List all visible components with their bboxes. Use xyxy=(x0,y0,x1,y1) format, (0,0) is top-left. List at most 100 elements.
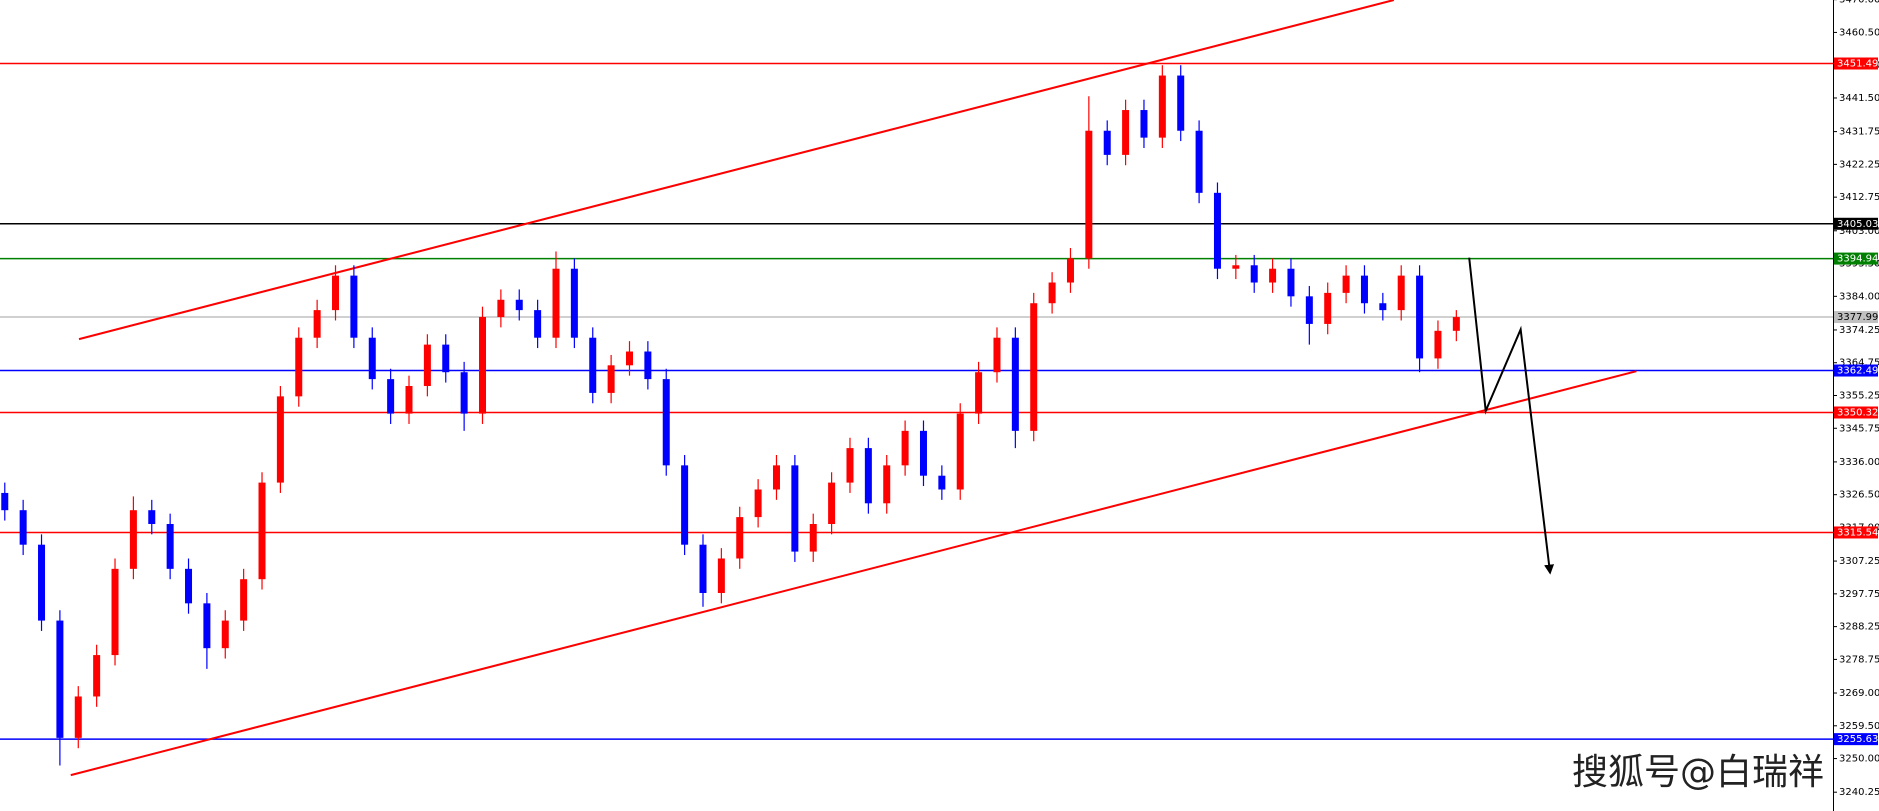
candle-body xyxy=(1269,268,1277,283)
level-label: 3315.54 xyxy=(1837,527,1878,538)
candle-body xyxy=(221,620,229,649)
candle-body xyxy=(350,275,358,338)
candle-body xyxy=(1122,110,1130,155)
candle-body xyxy=(1,492,9,511)
level-label-box xyxy=(1834,733,1878,746)
candle-body xyxy=(129,510,137,569)
y-tick-label: 3431.75 xyxy=(1839,127,1879,138)
candle-body xyxy=(258,482,266,580)
y-tick-label: 3250.00 xyxy=(1839,754,1879,765)
candle-body xyxy=(1158,75,1166,138)
level-label: 3451.49 xyxy=(1837,59,1878,70)
level-label-box xyxy=(1834,406,1878,419)
candle-body xyxy=(368,337,376,380)
y-tick-label: 3336.00 xyxy=(1839,457,1879,468)
candle-body xyxy=(313,310,321,338)
candle-body xyxy=(332,275,340,311)
candle-body xyxy=(534,310,542,338)
candle-body xyxy=(975,372,983,414)
candle-body xyxy=(1250,265,1258,283)
trend-line xyxy=(70,370,1637,777)
candle-body xyxy=(38,544,46,621)
candle-body xyxy=(589,337,597,393)
level-label: 3362.49 xyxy=(1837,366,1878,377)
candle-body xyxy=(56,620,64,738)
y-tick-label: 3470.00 xyxy=(1839,0,1879,6)
candle-body xyxy=(295,337,303,397)
candle-body xyxy=(662,379,670,466)
candle-body xyxy=(864,448,872,504)
level-label-box xyxy=(1834,252,1878,265)
candle-body xyxy=(111,568,119,656)
candle-body xyxy=(423,344,431,387)
candle-body xyxy=(828,482,836,524)
y-tick-label: 3297.75 xyxy=(1839,589,1879,600)
candle-body xyxy=(644,351,652,380)
candle-body xyxy=(1360,275,1368,304)
candle-body xyxy=(901,430,909,466)
candle-body xyxy=(607,365,615,393)
y-tick-label: 3355.25 xyxy=(1839,390,1879,401)
candle-body xyxy=(166,523,174,569)
y-tick-label: 3403.00 xyxy=(1839,226,1879,237)
candle-body xyxy=(185,568,193,604)
y-tick-label: 3278.75 xyxy=(1839,654,1879,665)
candle-body xyxy=(791,465,799,552)
candle-body xyxy=(74,696,82,738)
y-tick-label: 3364.75 xyxy=(1839,358,1879,369)
candle-body xyxy=(1434,330,1442,359)
y-tick-label: 3460.50 xyxy=(1839,27,1879,38)
candle-body xyxy=(736,517,744,559)
candle-body xyxy=(754,489,762,518)
y-tick-label: 3307.25 xyxy=(1839,556,1879,567)
candle-body xyxy=(1416,275,1424,359)
candle-body xyxy=(497,299,505,318)
candle-body xyxy=(1287,268,1295,297)
candle-body xyxy=(405,386,413,414)
level-label: 3255.63 xyxy=(1837,734,1878,745)
level-label: 3377.99 xyxy=(1837,312,1878,323)
candle-body xyxy=(1305,296,1313,324)
y-tick-label: 3288.25 xyxy=(1839,622,1879,633)
candle-body xyxy=(1213,192,1221,269)
candle-body xyxy=(1452,317,1460,331)
candle-body xyxy=(460,372,468,414)
candle-body xyxy=(717,558,725,593)
candle-body xyxy=(276,396,284,483)
candle-body xyxy=(772,465,780,490)
candle-body xyxy=(1195,130,1203,193)
level-label-box xyxy=(1834,364,1878,377)
level-label: 3394.94 xyxy=(1837,254,1878,265)
candle-body xyxy=(1011,337,1019,431)
candle-body xyxy=(1177,75,1185,131)
candle-body xyxy=(956,413,964,490)
level-label-box xyxy=(1834,311,1878,324)
y-tick-label: 3240.25 xyxy=(1839,787,1879,798)
candle-body xyxy=(1085,130,1093,259)
candle-body xyxy=(625,351,633,366)
y-tick-label: 3384.00 xyxy=(1839,291,1879,302)
candle-body xyxy=(1342,275,1350,293)
candle-body xyxy=(846,448,854,483)
candle-body xyxy=(883,465,891,504)
candle-body xyxy=(552,268,560,338)
candle-body xyxy=(919,430,927,476)
candle-body xyxy=(1232,265,1240,269)
candle-body xyxy=(479,317,487,414)
candle-body xyxy=(938,475,946,490)
level-label: 3350.32 xyxy=(1837,408,1878,419)
candle-body xyxy=(1140,110,1148,138)
candle-body xyxy=(570,268,578,338)
candle-body xyxy=(1379,303,1387,311)
y-tick-label: 3441.50 xyxy=(1839,93,1879,104)
candle-body xyxy=(1324,292,1332,324)
candle-body xyxy=(203,603,211,649)
candle-body xyxy=(19,510,27,545)
y-tick-label: 3259.50 xyxy=(1839,721,1879,732)
candle-body xyxy=(93,655,101,697)
y-tick-label: 3345.75 xyxy=(1839,423,1879,434)
candle-body xyxy=(993,337,1001,373)
